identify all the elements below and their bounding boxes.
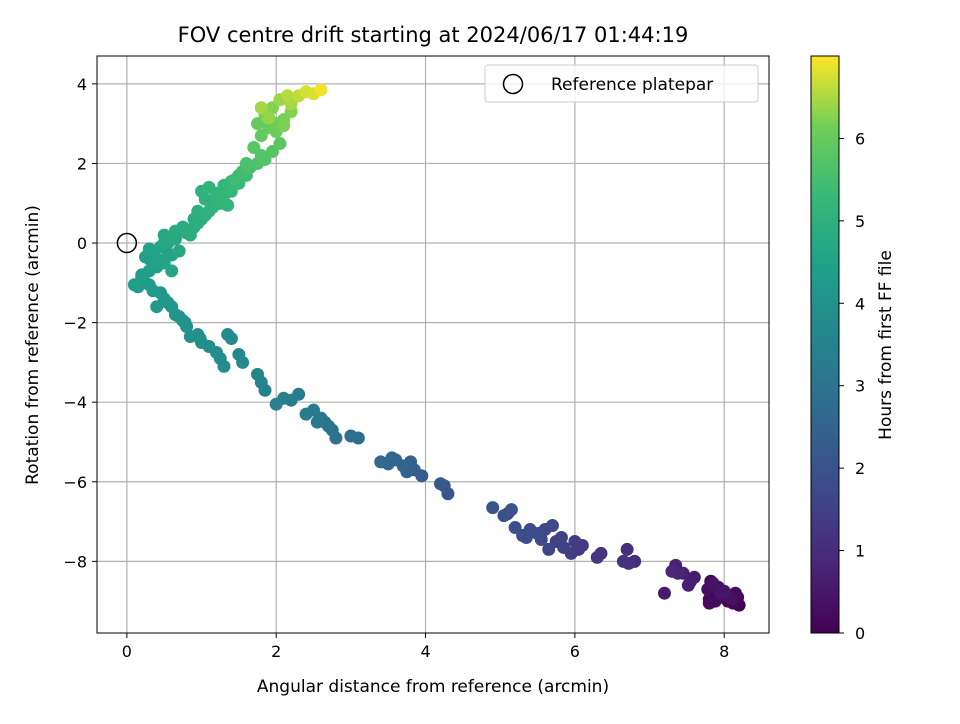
colorbar-label: Hours from first FF file: [876, 250, 896, 440]
data-point: [251, 367, 265, 381]
colorbar-tick-label: 3: [855, 377, 865, 396]
colorbar: 0 1 2 3 4 5 6 Hours from first FF file: [810, 55, 896, 643]
y-ticks: −8 −6 −4 −2 0 2 4: [63, 75, 97, 571]
data-point: [374, 455, 388, 469]
grid: [97, 56, 769, 633]
data-point: [310, 415, 324, 429]
data-point: [620, 542, 634, 556]
legend-marker-icon: [502, 73, 524, 95]
data-point: [221, 328, 235, 342]
data-points: [127, 83, 746, 612]
legend-label: Reference platepar: [551, 75, 713, 95]
colorbar-tick-label: 1: [855, 542, 865, 561]
data-point: [150, 256, 164, 270]
data-point: [665, 564, 679, 578]
data-point: [299, 407, 313, 421]
data-point: [239, 156, 253, 170]
x-tick-label: 4: [420, 642, 430, 661]
data-point: [344, 429, 358, 443]
data-point: [433, 477, 447, 491]
colorbar-ticks: 0 1 2 3 4 5 6: [839, 129, 865, 643]
legend: Reference platepar: [484, 64, 759, 103]
data-point: [590, 550, 604, 564]
x-tick-label: 0: [122, 642, 132, 661]
colorbar-tick-label: 4: [855, 294, 865, 313]
data-point: [150, 300, 164, 314]
data-point: [657, 586, 671, 600]
plot-frame: [96, 55, 770, 634]
data-point: [172, 244, 186, 258]
reference-marker: [116, 232, 138, 254]
y-tick-label: 2: [77, 154, 87, 173]
chart-title: FOV centre drift starting at 2024/06/17 …: [178, 23, 689, 47]
data-point: [542, 542, 556, 556]
y-tick-label: −8: [63, 552, 87, 571]
data-point: [273, 137, 287, 151]
data-point: [554, 531, 568, 544]
data-point: [545, 519, 559, 533]
x-tick-label: 8: [719, 642, 729, 661]
y-axis-label: Rotation from reference (arcmin): [23, 205, 43, 485]
y-tick-label: −4: [63, 393, 87, 412]
y-tick-label: 4: [77, 75, 87, 94]
y-tick-label: −6: [63, 473, 87, 492]
data-point: [127, 278, 141, 292]
data-point: [681, 578, 695, 592]
data-point: [161, 248, 175, 262]
colorbar-tick-label: 0: [855, 624, 865, 643]
data-point: [262, 111, 276, 125]
colorbar-gradient: [810, 55, 840, 634]
colorbar-tick-label: 6: [855, 129, 865, 148]
y-tick-label: −2: [63, 314, 87, 333]
data-point: [568, 534, 582, 548]
y-tick-label: 0: [77, 234, 87, 253]
data-point: [504, 503, 518, 517]
data-point: [277, 119, 291, 133]
x-tick-label: 2: [271, 642, 281, 661]
data-point: [221, 198, 235, 212]
x-ticks: 0 2 4 6 8: [122, 633, 729, 661]
data-point: [232, 347, 246, 361]
data-point: [269, 397, 283, 411]
colorbar-tick-label: 5: [855, 212, 865, 231]
x-tick-label: 6: [570, 642, 580, 661]
legend-box: [484, 64, 759, 103]
data-point: [280, 89, 294, 103]
data-point: [183, 228, 197, 242]
data-point: [616, 554, 630, 568]
data-point: [183, 330, 197, 344]
x-axis-label: Angular distance from reference (arcmin): [257, 677, 609, 697]
data-point: [486, 501, 500, 515]
data-point: [314, 83, 328, 97]
data-point: [706, 576, 720, 590]
data-point: [717, 584, 731, 598]
colorbar-tick-label: 2: [855, 459, 865, 478]
data-point: [165, 264, 179, 278]
data-point: [247, 141, 261, 155]
data-point: [202, 180, 216, 194]
data-point: [508, 521, 522, 535]
data-point: [254, 101, 268, 115]
